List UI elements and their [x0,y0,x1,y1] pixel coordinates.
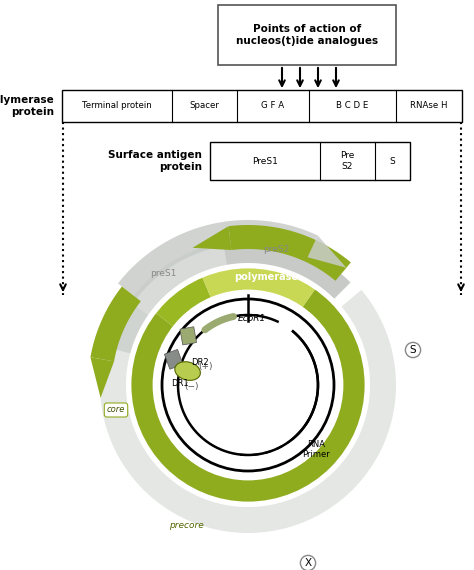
Bar [218,5,396,65]
Polygon shape [155,276,211,327]
Text: preS2: preS2 [263,246,289,254]
Text: RNAse H: RNAse H [410,101,448,111]
Ellipse shape [175,362,201,380]
Text: Pre
S2: Pre S2 [340,151,355,170]
Bar [180,327,197,345]
Text: precore: precore [169,520,203,530]
Text: S: S [390,157,395,165]
Text: preS1: preS1 [150,268,176,278]
Text: polymerase: polymerase [234,272,298,282]
Text: DR1: DR1 [172,379,189,388]
Text: Polymerase
protein: Polymerase protein [0,95,54,117]
Bar [164,349,183,369]
Text: core: core [107,405,125,414]
Text: Surface antigen
protein: Surface antigen protein [108,150,202,172]
Text: (−): (−) [185,382,199,392]
Text: Points of action of
nucleos(t)ide analogues: Points of action of nucleos(t)ide analog… [236,24,378,46]
Text: G F A: G F A [261,101,284,111]
Bar [210,142,410,180]
Bar [62,90,462,122]
Text: X: X [304,558,311,568]
Text: Terminal protein: Terminal protein [82,101,152,111]
Polygon shape [118,220,318,298]
Polygon shape [192,226,231,250]
Polygon shape [108,242,227,353]
Polygon shape [228,225,351,281]
Text: S: S [410,345,416,355]
Polygon shape [202,267,316,308]
Polygon shape [223,240,351,299]
Polygon shape [308,235,346,268]
Text: DR2: DR2 [191,358,209,367]
Text: RNA
Primer: RNA Primer [302,440,330,459]
Text: B C D E: B C D E [336,101,369,111]
Polygon shape [91,287,141,361]
Polygon shape [130,288,366,503]
Text: Spacer: Spacer [190,101,219,111]
Text: PreS1: PreS1 [252,157,278,165]
Polygon shape [91,357,114,398]
Polygon shape [100,290,396,533]
Text: EcoR1: EcoR1 [238,314,266,323]
Text: (+): (+) [199,363,213,372]
